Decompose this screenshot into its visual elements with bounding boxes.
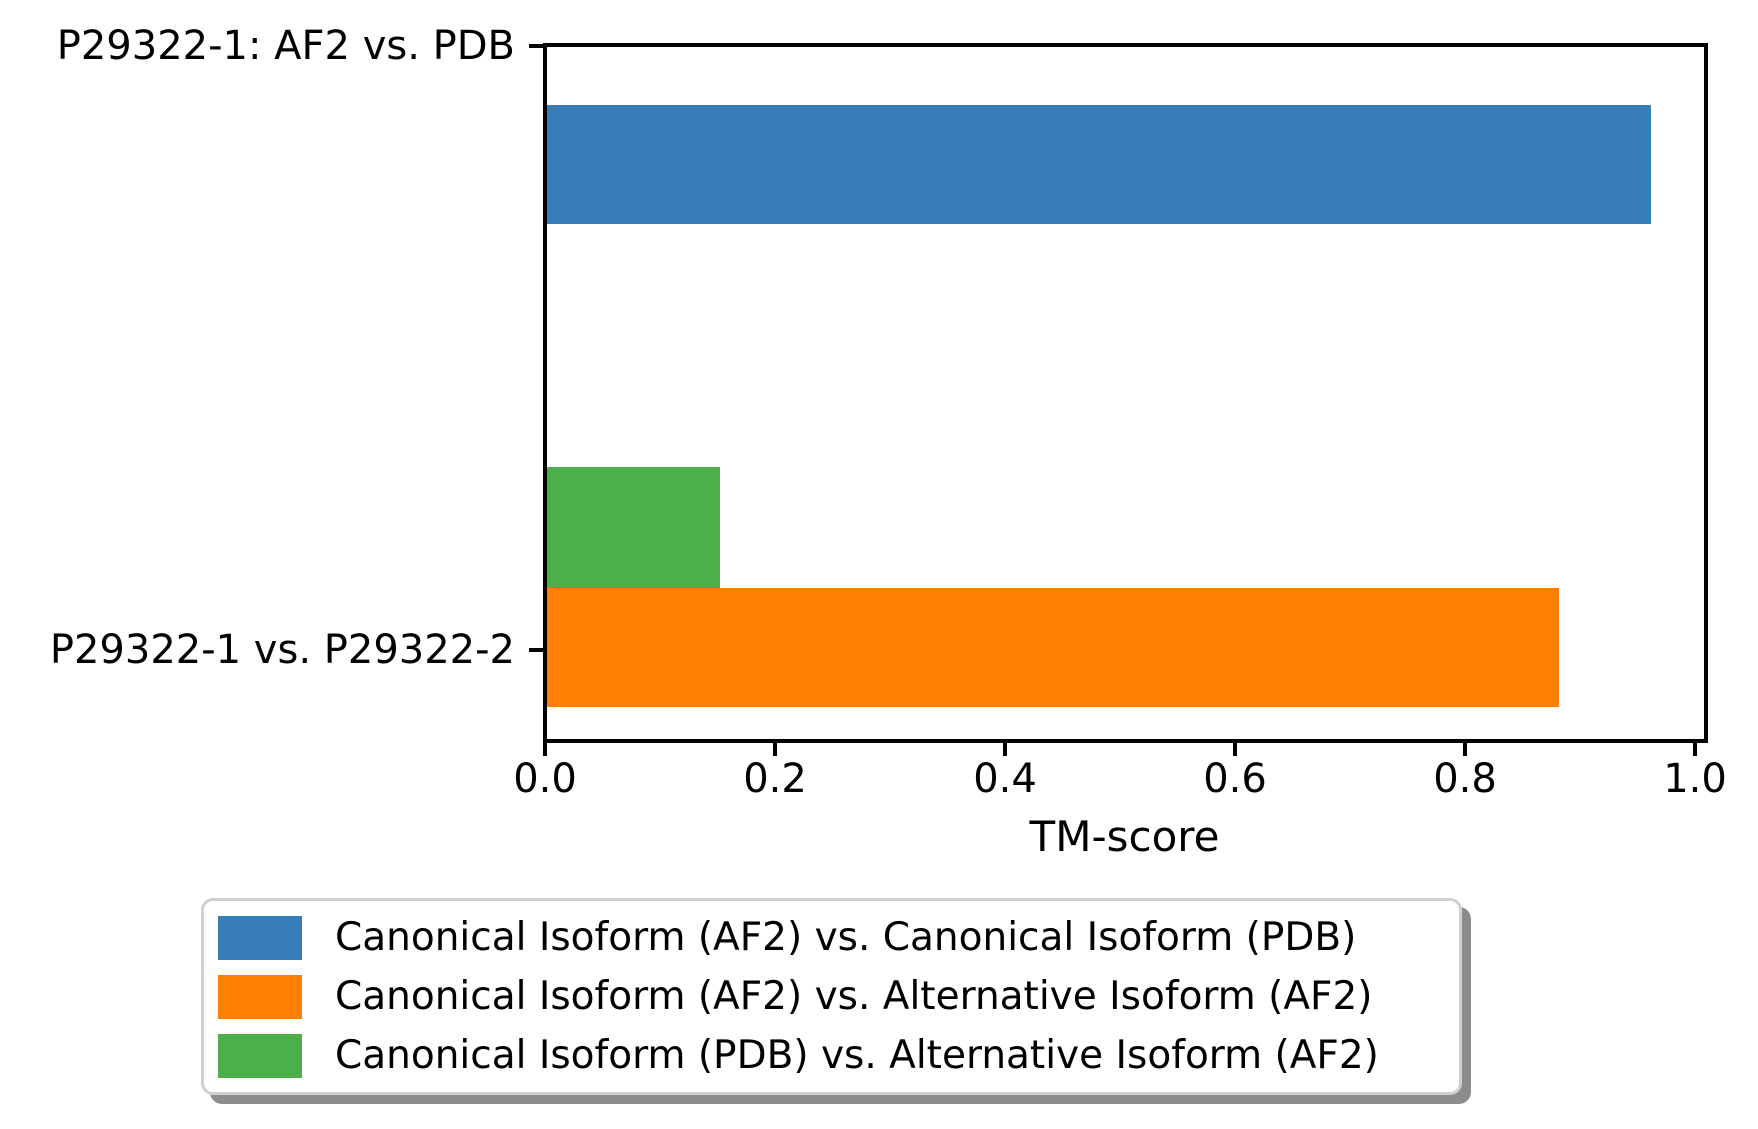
x-tick-mark-0.6 xyxy=(1233,743,1237,756)
x-tick-label-0.6: 0.6 xyxy=(1203,756,1267,802)
y-tick-mark-top xyxy=(529,44,543,48)
x-tick-label-0.4: 0.4 xyxy=(973,756,1037,802)
legend-label: Canonical Isoform (AF2) vs. Alternative … xyxy=(335,974,1373,1019)
legend-swatch-orange xyxy=(218,974,302,1019)
y-axis-category-label-bottom: P29322-1 vs. P29322-2 xyxy=(49,627,515,673)
x-tick-mark-1.0 xyxy=(1693,743,1697,756)
x-tick-label-0.0: 0.0 xyxy=(513,756,577,802)
x-tick-mark-0.2 xyxy=(773,743,777,756)
legend-swatch-green xyxy=(218,1033,302,1078)
bar-canonical-af2-vs-canonical-pdb xyxy=(547,105,1651,224)
legend-item: Canonical Isoform (PDB) vs. Alternative … xyxy=(218,1033,1459,1078)
legend-label: Canonical Isoform (AF2) vs. Canonical Is… xyxy=(335,915,1357,960)
x-tick-label-0.8: 0.8 xyxy=(1433,756,1497,802)
x-tick-label-1.0: 1.0 xyxy=(1663,756,1727,802)
y-axis-category-label-top: P29322-1: AF2 vs. PDB xyxy=(56,23,515,69)
x-tick-label-0.2: 0.2 xyxy=(743,756,807,802)
legend: Canonical Isoform (AF2) vs. Canonical Is… xyxy=(201,898,1462,1095)
bar-canonical-af2-vs-alternative-af2 xyxy=(547,588,1559,707)
x-tick-mark-0.8 xyxy=(1463,743,1467,756)
plot-area xyxy=(543,43,1708,743)
legend-item: Canonical Isoform (AF2) vs. Alternative … xyxy=(218,974,1459,1019)
x-tick-mark-0.0 xyxy=(543,743,547,756)
legend-item: Canonical Isoform (AF2) vs. Canonical Is… xyxy=(218,915,1459,960)
bar-canonical-pdb-vs-alternative-af2 xyxy=(547,467,720,588)
x-axis-title: TM-score xyxy=(1029,812,1220,861)
x-tick-mark-0.4 xyxy=(1003,743,1007,756)
legend-swatch-blue xyxy=(218,915,302,960)
legend-label: Canonical Isoform (PDB) vs. Alternative … xyxy=(335,1033,1379,1078)
y-tick-mark-bottom xyxy=(529,648,543,652)
